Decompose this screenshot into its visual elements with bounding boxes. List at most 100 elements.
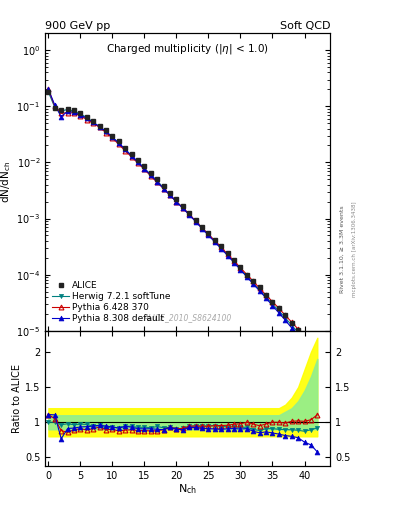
Pythia 6.428 370 [277,305,281,311]
Pythia 6.428 370 [65,110,70,116]
Herwig 7.2.1 softTune [200,225,204,231]
Herwig 7.2.1 softTune [251,280,255,286]
Pythia 6.428 370 [302,333,307,339]
Text: Rivet 3.1.10, ≥ 3.3M events: Rivet 3.1.10, ≥ 3.3M events [340,206,345,293]
ALICE [142,163,147,169]
Pythia 6.428 370 [180,205,185,211]
Herwig 7.2.1 softTune [65,106,70,113]
Pythia 6.428 370 [116,141,121,147]
Herwig 7.2.1 softTune [270,301,275,307]
Text: ALICE_2010_S8624100: ALICE_2010_S8624100 [143,313,232,322]
ALICE [277,305,281,311]
Pythia 8.308 default [136,159,140,165]
Herwig 7.2.1 softTune [187,211,192,218]
Pythia 6.428 370 [52,103,57,110]
Pythia 6.428 370 [213,238,217,244]
Herwig 7.2.1 softTune [277,308,281,314]
Pythia 8.308 default [315,365,320,371]
Pythia 8.308 default [149,172,153,178]
Pythia 6.428 370 [238,265,243,271]
Pythia 6.428 370 [142,166,147,173]
Herwig 7.2.1 softTune [149,172,153,178]
ALICE [232,257,237,263]
ALICE [46,89,51,95]
Line: Pythia 8.308 default: Pythia 8.308 default [46,87,320,370]
ALICE [116,138,121,144]
Herwig 7.2.1 softTune [213,238,217,244]
Herwig 7.2.1 softTune [315,353,320,359]
Pythia 8.308 default [283,317,288,323]
Pythia 8.308 default [270,303,275,309]
Pythia 6.428 370 [289,319,294,325]
Pythia 8.308 default [180,205,185,211]
ALICE [283,312,288,318]
Pythia 8.308 default [213,239,217,245]
Herwig 7.2.1 softTune [283,315,288,321]
Text: Charged multiplicity ($|\eta|$ < 1.0): Charged multiplicity ($|\eta|$ < 1.0) [106,42,269,56]
Pythia 8.308 default [251,281,255,287]
Herwig 7.2.1 softTune [84,115,89,121]
Herwig 7.2.1 softTune [72,108,76,114]
Pythia 6.428 370 [257,285,262,291]
Pythia 6.428 370 [200,225,204,231]
Herwig 7.2.1 softTune [206,231,211,238]
Pythia 6.428 370 [104,130,108,136]
Line: Herwig 7.2.1 softTune: Herwig 7.2.1 softTune [46,90,320,358]
Text: Soft QCD: Soft QCD [280,20,330,31]
Pythia 6.428 370 [129,154,134,160]
ALICE [161,183,166,189]
Herwig 7.2.1 softTune [142,165,147,171]
Line: Pythia 6.428 370: Pythia 6.428 370 [46,87,320,354]
ALICE [129,151,134,157]
Pythia 6.428 370 [46,87,51,93]
Pythia 6.428 370 [251,278,255,284]
Pythia 8.308 default [244,274,249,280]
Pythia 8.308 default [59,114,64,120]
ALICE [110,133,115,139]
Herwig 7.2.1 softTune [78,111,83,117]
ALICE [104,127,108,133]
Herwig 7.2.1 softTune [116,140,121,146]
Pythia 6.428 370 [84,117,89,123]
Pythia 6.428 370 [296,326,301,332]
Pythia 6.428 370 [161,186,166,192]
Pythia 8.308 default [161,186,166,192]
ALICE [180,203,185,209]
Herwig 7.2.1 softTune [193,218,198,224]
Pythia 6.428 370 [232,258,237,264]
Pythia 8.308 default [123,146,128,153]
Pythia 6.428 370 [59,110,64,116]
Pythia 6.428 370 [187,211,192,218]
Pythia 6.428 370 [225,251,230,258]
Pythia 6.428 370 [78,113,83,119]
Pythia 8.308 default [155,179,160,185]
Herwig 7.2.1 softTune [225,252,230,258]
ALICE [72,107,76,113]
Pythia 6.428 370 [149,173,153,179]
Herwig 7.2.1 softTune [59,108,64,114]
ALICE [264,291,268,297]
Pythia 6.428 370 [219,244,224,250]
Legend: ALICE, Herwig 7.2.1 softTune, Pythia 6.428 370, Pythia 8.308 default: ALICE, Herwig 7.2.1 softTune, Pythia 6.4… [50,278,173,326]
Pythia 8.308 default [296,332,301,338]
ALICE [244,271,249,278]
Herwig 7.2.1 softTune [97,124,102,130]
Pythia 8.308 default [277,310,281,316]
Herwig 7.2.1 softTune [91,119,95,125]
Y-axis label: Ratio to ALICE: Ratio to ALICE [12,364,22,433]
Pythia 8.308 default [116,140,121,146]
ALICE [136,157,140,163]
ALICE [251,278,255,284]
ALICE [149,170,153,176]
Herwig 7.2.1 softTune [289,322,294,328]
Pythia 8.308 default [206,232,211,239]
Herwig 7.2.1 softTune [104,129,108,135]
Pythia 8.308 default [65,108,70,114]
Herwig 7.2.1 softTune [238,266,243,272]
Pythia 8.308 default [309,351,313,357]
Pythia 8.308 default [72,109,76,115]
ALICE [91,118,95,124]
Herwig 7.2.1 softTune [257,287,262,293]
ALICE [155,176,160,182]
Pythia 6.428 370 [110,135,115,141]
